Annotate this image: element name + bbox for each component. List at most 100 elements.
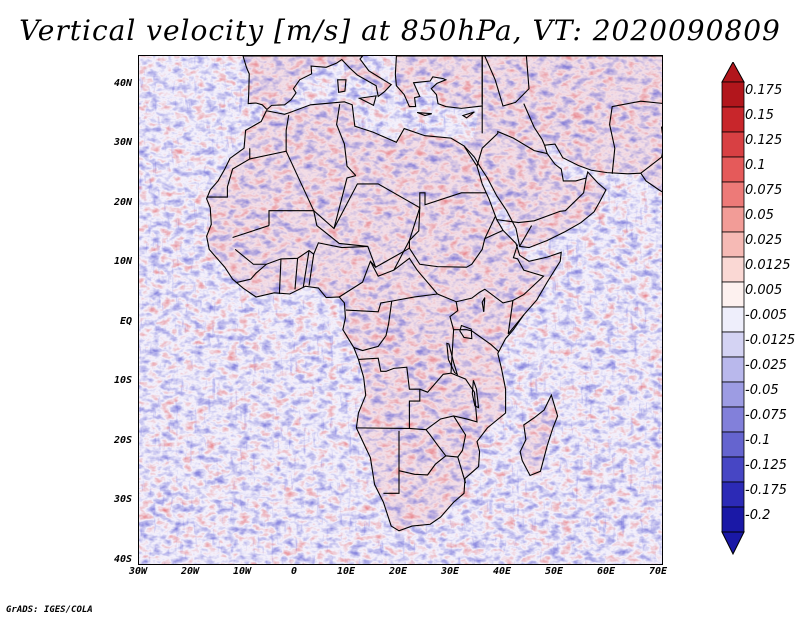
- boundary-line: [338, 260, 377, 298]
- colorbar-swatch: [721, 206, 745, 233]
- latitude-tick-label: 40N: [113, 77, 132, 89]
- colorbar-tick-label: 0.0125: [745, 257, 791, 273]
- boundary-line: [463, 56, 662, 249]
- longitude-tick-label: 20E: [388, 566, 408, 577]
- boundary-line: [234, 242, 368, 265]
- longitude-tick-label: 50E: [544, 566, 564, 577]
- colorbar-swatch: [721, 156, 745, 183]
- boundary-line: [268, 207, 421, 269]
- boundary-line: [453, 415, 467, 458]
- colorbar-tick-label: -0.175: [745, 482, 787, 498]
- longitude-tick-label: 30W: [128, 566, 148, 577]
- colorbar-tick-label: 0.15: [745, 107, 774, 123]
- longitude-tick-label: 60E: [596, 566, 616, 577]
- longitude-tick-label: 10W: [232, 566, 252, 577]
- latitude-tick-label: EQ: [119, 315, 132, 327]
- colorbar-swatch: [721, 81, 745, 108]
- colorbar-tick-label: -0.2: [745, 507, 771, 523]
- boundary-line: [519, 393, 559, 477]
- colorbar-swatch: [721, 456, 745, 483]
- colorbar-swatch: [721, 181, 745, 208]
- colorbar-tick-label: -0.05: [745, 382, 779, 398]
- velocity-field: [139, 56, 662, 564]
- boundary-line: [345, 293, 438, 313]
- colorbar-swatch: [721, 331, 745, 358]
- colorbar-swatch: [721, 281, 745, 308]
- colorbar-tick-label: -0.0125: [745, 332, 796, 348]
- colorbar-swatch: [721, 106, 745, 133]
- boundary-line: [278, 258, 282, 295]
- map-panel[interactable]: [138, 55, 663, 565]
- latitude-tick-label: 30N: [113, 137, 132, 149]
- colorbar-swatch: [721, 231, 745, 258]
- colorbar-swatch: [721, 406, 745, 433]
- boundary-line: [476, 130, 548, 167]
- latitude-tick-label: 30S: [113, 494, 132, 506]
- boundary-line: [249, 150, 487, 230]
- latitude-tick-label: 40S: [113, 553, 132, 565]
- longitude-tick-label: 0: [290, 566, 298, 577]
- boundary-line: [512, 244, 545, 302]
- boundary-line: [640, 126, 662, 174]
- colorbar-swatch: [721, 481, 745, 508]
- colorbar-min-arrow: [721, 531, 745, 556]
- boundary-line: [461, 111, 475, 119]
- boundary-line: [242, 56, 393, 111]
- longitude-tick-label: 40E: [492, 566, 512, 577]
- colorbar-tick-label: -0.125: [745, 457, 787, 473]
- boundary-line: [419, 301, 459, 393]
- longitude-tick-label: 30E: [440, 566, 460, 577]
- boundary-line: [523, 103, 546, 146]
- boundary-line: [393, 207, 421, 271]
- colorbar-tick-label: -0.075: [745, 407, 787, 423]
- boundary-line: [408, 216, 496, 268]
- boundary-line: [471, 380, 480, 409]
- coastline-and-borders: [206, 56, 662, 532]
- colorbar-tick-label: -0.025: [745, 357, 787, 373]
- colorbar-swatch: [721, 256, 745, 283]
- colorbar-tick-label: -0.005: [745, 307, 787, 323]
- colorbar-tick-label: 0.005: [745, 282, 783, 298]
- latitude-tick-label: 10S: [113, 375, 132, 387]
- vertical-velocity-map[interactable]: [139, 56, 662, 564]
- colorbar-tick-label: 0.05: [745, 207, 774, 223]
- boundary-line: [484, 229, 504, 240]
- colorbar-tick-label: 0.025: [745, 232, 783, 248]
- latitude-tick-label: 10N: [113, 256, 132, 268]
- colorbar-swatch: [721, 381, 745, 408]
- boundary-line: [285, 114, 290, 152]
- boundary-line: [507, 314, 525, 335]
- boundary-line: [333, 175, 356, 229]
- boundary-line: [235, 263, 267, 284]
- colorbar-tick-label: 0.175: [745, 82, 783, 98]
- boundary-line: [357, 95, 377, 107]
- chart-title: Vertical velocity [m/s] at 850hPa, VT: 2…: [19, 14, 781, 47]
- footer-credit: GrADS: IGES/COLA: [6, 605, 93, 615]
- boundary-line: [294, 258, 299, 290]
- boundary-line: [394, 56, 483, 109]
- colorbar: [721, 62, 745, 556]
- boundary-line: [302, 250, 310, 287]
- latitude-tick-label: 20S: [113, 434, 132, 446]
- boundary-line: [609, 100, 662, 174]
- boundary-line: [356, 357, 421, 430]
- longitude-tick-label: 10E: [336, 566, 356, 577]
- longitude-tick-label: 70E: [648, 566, 668, 577]
- colorbar-tick-label: 0.075: [745, 182, 783, 198]
- colorbar-max-arrow: [721, 62, 745, 83]
- boundary-line: [336, 104, 357, 176]
- boundary-line: [459, 324, 473, 340]
- boundary-line: [308, 254, 315, 286]
- boundary-line: [446, 342, 459, 376]
- colorbar-tick-label: 0.1: [745, 157, 766, 173]
- colorbar-swatch: [721, 506, 745, 533]
- boundary-line: [398, 455, 447, 476]
- boundary-line: [496, 177, 587, 224]
- boundary-line: [337, 79, 347, 93]
- boundary-line: [425, 429, 467, 484]
- colorbar-swatch: [721, 431, 745, 458]
- longitude-tick-label: 20W: [180, 566, 200, 577]
- boundary-line: [417, 111, 432, 117]
- colorbar-tick-label: 0.125: [745, 132, 783, 148]
- boundary-line: [206, 148, 251, 198]
